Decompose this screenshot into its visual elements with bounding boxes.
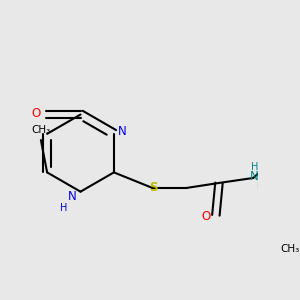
Text: O: O <box>201 210 211 223</box>
Text: S: S <box>149 182 157 194</box>
Text: CH₃: CH₃ <box>31 125 50 135</box>
Text: O: O <box>32 107 41 120</box>
Text: H: H <box>251 162 258 172</box>
Text: CH₃: CH₃ <box>281 244 300 254</box>
Text: N: N <box>68 190 76 203</box>
Text: N: N <box>250 170 259 183</box>
Text: N: N <box>118 125 127 138</box>
Text: H: H <box>60 203 68 213</box>
